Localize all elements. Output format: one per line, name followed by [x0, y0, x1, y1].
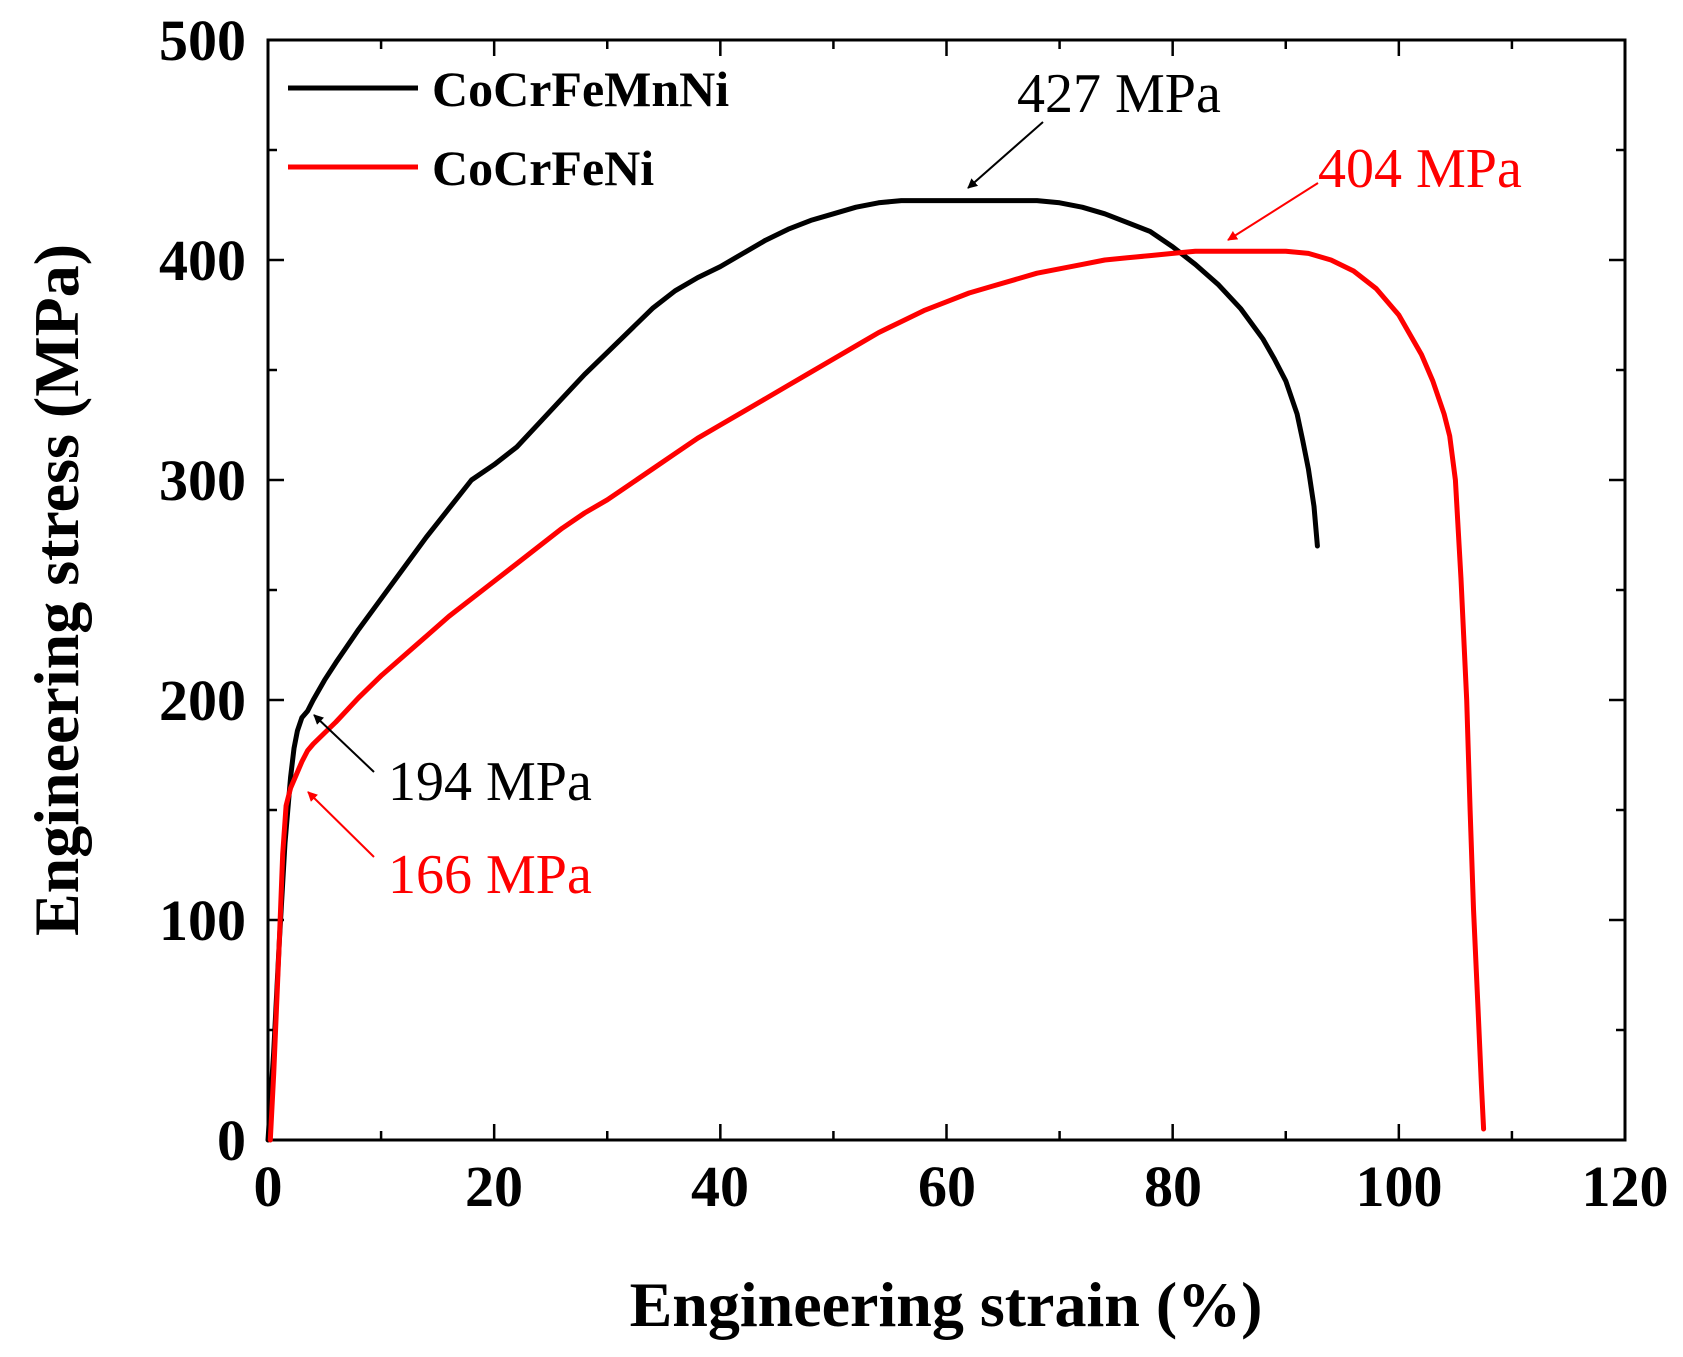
- legend-label-cocrfemnni: CoCrFeMnNi: [432, 61, 729, 117]
- annotation-arrow-166: [307, 791, 375, 858]
- y-tick-label: 300: [159, 448, 246, 513]
- y-tick-labels: 0 100 200 300 400 500: [159, 8, 246, 1173]
- x-tick-label: 0: [254, 1154, 283, 1219]
- tick-marks: [266, 38, 1627, 1142]
- series-line-cocrfemnni: [265, 198, 1320, 1143]
- x-tick-label: 40: [691, 1154, 749, 1219]
- y-tick-label: 200: [159, 668, 246, 733]
- x-tick-label: 60: [918, 1154, 976, 1219]
- x-tick-label: 80: [1144, 1154, 1202, 1219]
- annotations: 427 MPa 404 MPa 194 MPa 166 MPa: [307, 63, 1522, 906]
- x-tick-label: 120: [1582, 1154, 1669, 1219]
- series-layer: [265, 198, 1487, 1143]
- annotation-427-mpa: 427 MPa: [1017, 63, 1221, 125]
- y-axis-title: Engineering stress (MPa): [21, 244, 92, 936]
- x-tick-labels: 0 20 40 60 80 100 120: [254, 1154, 1669, 1219]
- legend: CoCrFeMnNi CoCrFeNi: [288, 61, 729, 196]
- y-tick-label: 400: [159, 228, 246, 293]
- plot-frame: [266, 38, 1627, 1142]
- legend-label-cocrfeni: CoCrFeNi: [432, 140, 654, 196]
- annotation-194-mpa: 194 MPa: [388, 751, 592, 813]
- y-tick-label: 0: [217, 1108, 246, 1173]
- annotation-arrow-427: [967, 121, 1044, 189]
- series-line-cocrfeni: [267, 248, 1487, 1143]
- annotation-arrow-194: [313, 714, 375, 773]
- x-axis-title: Engineering strain (%): [630, 1269, 1263, 1340]
- x-tick-label: 100: [1356, 1154, 1443, 1219]
- annotation-166-mpa: 166 MPa: [388, 844, 592, 906]
- annotation-404-mpa: 404 MPa: [1318, 138, 1522, 200]
- y-tick-label: 100: [159, 888, 246, 953]
- y-tick-label: 500: [159, 8, 246, 73]
- annotation-arrow-404: [1227, 182, 1319, 241]
- x-tick-label: 20: [465, 1154, 523, 1219]
